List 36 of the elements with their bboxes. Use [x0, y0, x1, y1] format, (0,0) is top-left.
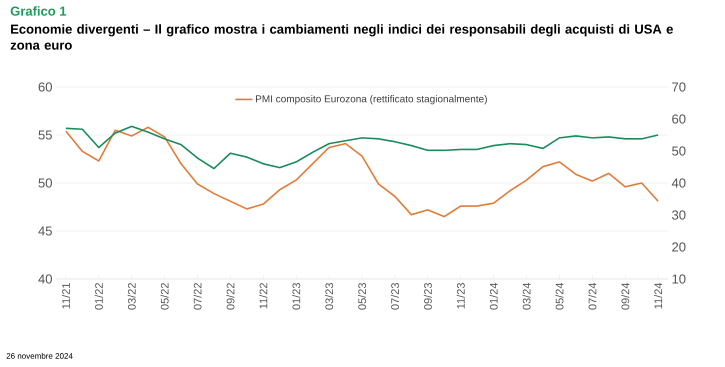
y-tick-label: 40: [38, 274, 52, 284]
y2-tick-label: 40: [672, 178, 686, 188]
x-tick-label: 09/23: [424, 283, 432, 310]
x-tick-label: 03/23: [325, 283, 334, 310]
text: 26 novembre 2024: [6, 352, 73, 359]
x-tick-label: 03/24: [522, 282, 531, 310]
legend-label: PMI composito Eurozona (rettificato stagionalmente): [256, 95, 487, 104]
x-tick-label: 05/24: [555, 282, 564, 310]
y-tick-label: 60: [38, 82, 52, 92]
x-tick-label: 05/23: [358, 283, 366, 310]
y2-tick-label: 60: [672, 114, 686, 124]
y2-tick-label: 30: [672, 210, 686, 220]
y2-tick-label: 70: [672, 82, 686, 92]
chart-title: Grafico 1: [10, 6, 66, 16]
x-tick-label: 11/21: [62, 283, 70, 308]
y2-tick-label: 20: [672, 242, 686, 252]
x-tick-label: 07/24: [588, 282, 596, 310]
x-tick-label: 05/22: [160, 283, 169, 310]
x-tick-label: 01/22: [94, 283, 103, 310]
x-tick-label: 07/23: [390, 283, 399, 310]
y-tick-label: 55: [38, 130, 52, 140]
y2-tick-label: 10: [672, 274, 686, 284]
x-tick-label: 01/24: [490, 282, 498, 310]
line-series: [65, 126, 659, 170]
x-tick-label: 07/22: [193, 283, 202, 310]
y-tick-label: 45: [38, 226, 52, 236]
y2-tick-label: 50: [672, 146, 686, 156]
x-tick-label: 09/22: [226, 283, 234, 310]
x-tick-label: 09/24: [621, 282, 630, 310]
x-tick-label: 11/23: [456, 283, 465, 308]
x-tick-label: 11/22: [259, 283, 268, 308]
chart-subtitle: Economie divergenti – Il grafico mostra i cambiamenti negli indici dei responsabili degli acquisti di USA e zona euro: [10, 24, 673, 50]
x-tick-label: 03/22: [128, 283, 136, 310]
y-tick-label: 50: [38, 178, 52, 188]
x-tick-label: 01/23: [292, 283, 300, 310]
x-tick-label: 11/24: [654, 282, 662, 308]
